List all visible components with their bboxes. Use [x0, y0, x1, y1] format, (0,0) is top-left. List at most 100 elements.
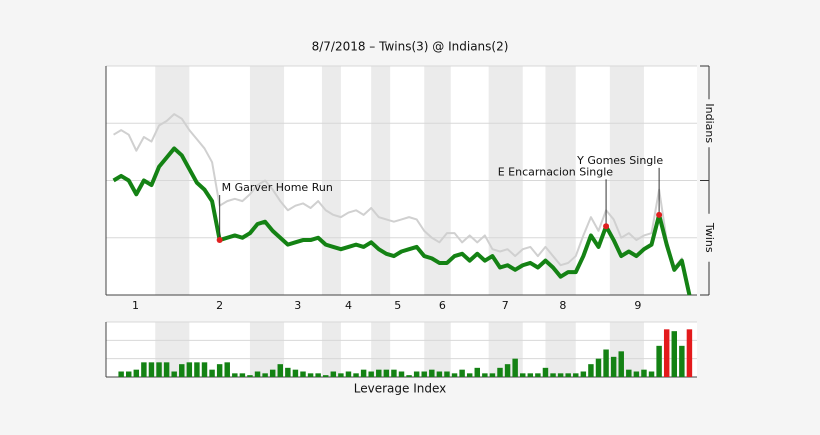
leverage-bar [360, 369, 367, 377]
leverage-bar [520, 373, 526, 377]
leverage-bar [474, 367, 480, 377]
x-tick-label: 6 [439, 299, 446, 312]
leverage-bar [444, 371, 450, 377]
leverage-bar [497, 367, 503, 377]
leverage-bar [679, 345, 685, 377]
leverage-bar [482, 373, 488, 377]
leverage-bar [323, 375, 329, 377]
leverage-bar [186, 362, 193, 377]
leverage-bar [232, 373, 238, 377]
win-line [113, 113, 691, 291]
inning-band [371, 322, 391, 377]
leverage-bar [406, 375, 412, 377]
leverage-bar [277, 364, 283, 377]
leverage-bar [292, 369, 299, 377]
x-tick-label: 1 [132, 299, 139, 312]
leverage-bar [459, 369, 465, 377]
inning-band [424, 322, 451, 377]
leverage-bar [216, 364, 223, 377]
leverage-bar [209, 369, 215, 377]
leverage-bar [527, 373, 534, 377]
leverage-bar [535, 373, 541, 377]
leverage-bar [542, 367, 549, 377]
leverage-bar [504, 364, 511, 377]
leverage-bar [618, 351, 624, 377]
x-tick-label: 4 [345, 299, 352, 312]
annotation-label: M Garver Home Run [222, 181, 333, 194]
annotation-marker [603, 223, 610, 230]
leverage-bar [557, 373, 564, 377]
leverage-bar [376, 369, 382, 377]
x-axis-label: Leverage Index [354, 382, 446, 396]
annotation-marker [216, 237, 223, 244]
leverage-bar [148, 362, 155, 377]
x-tick-label: 5 [394, 299, 401, 312]
leverage-bar [573, 373, 579, 377]
leverage-bar [436, 371, 443, 377]
side-label: Indians [703, 103, 716, 143]
leverage-bar [262, 373, 268, 377]
annotation-label: E Encarnacion Single [498, 165, 614, 178]
leverage-bar [633, 371, 640, 377]
annotation-label: Y Gomes Single [576, 154, 663, 167]
leverage-bar [239, 373, 246, 377]
marks [112, 113, 693, 377]
leverage-bar [550, 373, 556, 377]
leverage-bar [179, 364, 185, 377]
leverage-bar [421, 371, 427, 377]
leverage-bar [345, 371, 352, 377]
leverage-bar [201, 362, 208, 377]
leverage-bar [398, 371, 405, 377]
leverage-bar [595, 358, 602, 377]
leverage-bar [224, 362, 230, 377]
leverage-bar [126, 371, 132, 377]
leverage-bar [641, 369, 647, 377]
x-tick-label: 2 [216, 299, 223, 312]
x-tick-label: 7 [502, 299, 509, 312]
leverage-bar [429, 369, 435, 377]
leverage-bar [338, 373, 344, 377]
x-tick-label: 8 [559, 299, 566, 312]
leverage-bar [247, 375, 253, 377]
leverage-bar [368, 371, 374, 377]
leverage-bar [656, 345, 662, 377]
inning-band [545, 322, 576, 377]
leverage-bar [588, 364, 594, 377]
leverage-bar [353, 373, 359, 377]
leverage-bar [269, 369, 276, 377]
win-line [112, 146, 692, 296]
leverage-bar [648, 371, 655, 377]
leverage-bar [330, 371, 337, 377]
leverage-bar [603, 349, 609, 377]
leverage-bar [133, 369, 140, 377]
annotation-marker [656, 211, 663, 218]
x-tick-label: 3 [294, 299, 301, 312]
leverage-bar [512, 358, 518, 377]
leverage-bar [194, 362, 200, 377]
leverage-bar [451, 373, 458, 377]
inning-band [321, 322, 341, 377]
side-label: Twins [703, 222, 716, 253]
leverage-bar [254, 371, 261, 377]
leverage-bar [141, 362, 147, 377]
leverage-bar [626, 369, 632, 377]
leverage-bar [610, 356, 617, 377]
leverage-bar [663, 329, 670, 377]
leverage-bar [686, 329, 693, 377]
leverage-bar [118, 371, 124, 377]
leverage-bar [489, 373, 496, 377]
leverage-bar [466, 373, 473, 377]
chart-title: 8/7/2018 – Twins(3) @ Indians(2) [312, 40, 509, 54]
leverage-bar [163, 362, 170, 377]
leverage-bar [391, 369, 397, 377]
leverage-bar [671, 331, 677, 377]
leverage-bar [285, 367, 291, 377]
x-tick-label: 9 [634, 299, 641, 312]
leverage-bar [383, 369, 390, 377]
leverage-bar [307, 373, 314, 377]
layer [105, 65, 697, 378]
leverage-bar [171, 371, 177, 377]
leverage-bar [565, 373, 571, 377]
leverage-bar [315, 373, 321, 377]
